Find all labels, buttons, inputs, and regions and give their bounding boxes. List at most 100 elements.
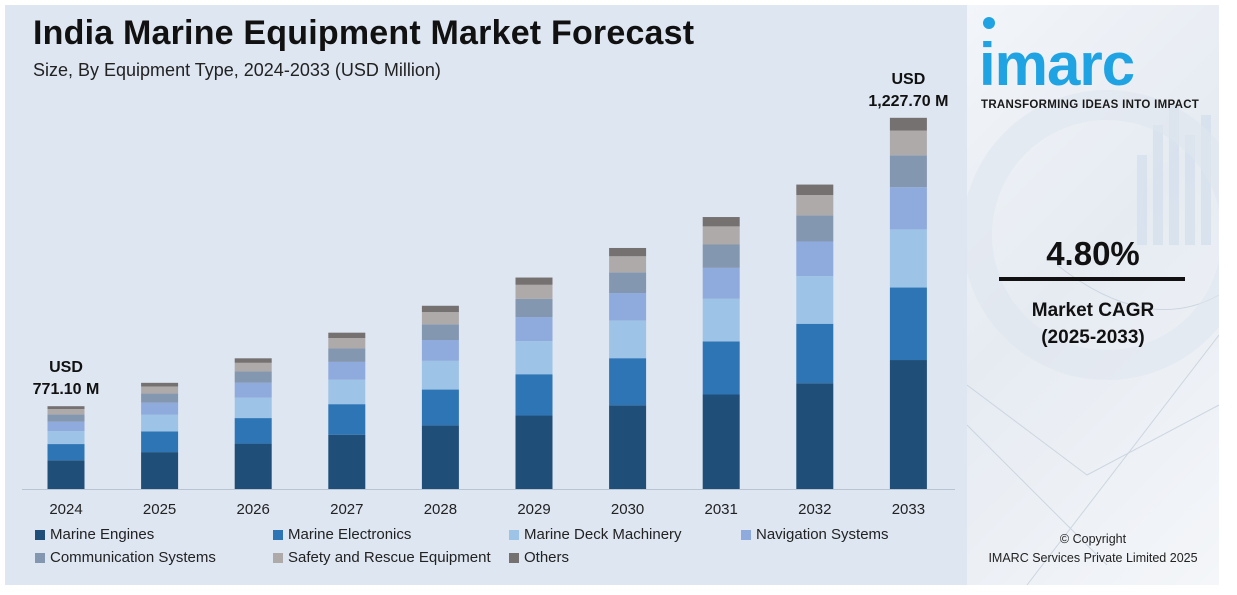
bar-segment-2025-others (141, 382, 179, 387)
bar-segment-2027-marine-electronics (328, 404, 366, 435)
bar-total-label-currency-2024: USD (49, 359, 83, 376)
legend-label: Others (524, 549, 570, 566)
bar-segment-2028-navigation-systems (421, 340, 459, 361)
bar-segment-2027-marine-engines (328, 434, 366, 489)
bar-segment-2028-communication-systems (421, 324, 459, 341)
bar-segment-2031-marine-deck-machinery (702, 298, 740, 342)
bar-segment-2030-safety-and-rescue-equipment (609, 256, 647, 273)
bar-segment-2032-marine-engines (796, 383, 834, 489)
bar-segment-2033-marine-electronics (889, 287, 927, 361)
copyright: © Copyright IMARC Services Private Limit… (967, 530, 1219, 568)
legend-swatch (35, 529, 45, 540)
bar-segment-2028-marine-electronics (421, 389, 459, 426)
legend-item-marine-deck-machinery: Marine Deck Machinery (509, 526, 682, 543)
bar-segment-2032-safety-and-rescue-equipment (796, 195, 834, 216)
legend-item-safety-and-rescue-equipment: Safety and Rescue Equipment (273, 549, 491, 566)
bar-segment-2027-others (328, 332, 366, 339)
bar-segment-2025-safety-and-rescue-equipment (141, 386, 179, 394)
bar-segment-2029-communication-systems (515, 298, 553, 318)
brand-panel: imarc TRANSFORMING IDEAS INTO IMPACT 4.8… (967, 5, 1219, 585)
legend-label: Marine Deck Machinery (524, 526, 682, 543)
bar-segment-2024-marine-electronics (47, 444, 85, 461)
legend-swatch (509, 552, 519, 563)
bar-segment-2029-navigation-systems (515, 317, 553, 342)
legend-swatch (35, 552, 45, 563)
legend-item-others: Others (509, 549, 569, 566)
bar-segment-2030-communication-systems (609, 272, 647, 294)
x-tick-label-2026: 2026 (237, 501, 270, 518)
bar-segment-2028-safety-and-rescue-equipment (421, 312, 459, 325)
bar-segment-2031-communication-systems (702, 244, 740, 268)
bar-segment-2025-marine-deck-machinery (141, 414, 179, 432)
cagr-divider (999, 277, 1185, 281)
cagr-label: Market CAGR (2025-2033) (967, 297, 1219, 351)
bar-segment-2026-safety-and-rescue-equipment (234, 362, 272, 372)
bar-segment-2026-navigation-systems (234, 382, 272, 398)
bar-segment-2028-marine-deck-machinery (421, 360, 459, 390)
bar-segment-2024-safety-and-rescue-equipment (47, 409, 85, 415)
bar-segment-2026-marine-electronics (234, 418, 272, 444)
bar-segment-2029-marine-deck-machinery (515, 341, 553, 375)
bar-segment-2024-marine-engines (47, 460, 85, 489)
bar-total-label-value-2024: 771.10 M (33, 381, 100, 398)
brand-tagline: TRANSFORMING IDEAS INTO IMPACT (981, 99, 1200, 111)
legend-swatch (741, 529, 751, 540)
legend-swatch (509, 529, 519, 540)
bar-segment-2030-marine-engines (609, 405, 647, 489)
stacked-bar-chart: 2024 2025 2026 2027 2028 2029 2030 2031 2032 2033… (22, 71, 955, 518)
legend-label: Safety and Rescue Equipment (288, 549, 491, 566)
cagr-label-line2: (2025-2033) (1041, 327, 1145, 348)
bar-segment-2033-safety-and-rescue-equipment (889, 130, 927, 156)
x-tick-label-2027: 2027 (330, 501, 363, 518)
bar-segment-2031-safety-and-rescue-equipment (702, 226, 740, 245)
bar-segment-2031-marine-electronics (702, 341, 740, 395)
x-tick-label-2030: 2030 (611, 501, 644, 518)
bar-segment-2033-marine-deck-machinery (889, 229, 927, 288)
x-tick-label-2031: 2031 (705, 501, 738, 518)
bar-segment-2024-communication-systems (47, 414, 85, 422)
bar-segment-2027-safety-and-rescue-equipment (328, 338, 366, 349)
bar-segment-2031-others (702, 217, 740, 227)
bar-total-label-value-2033: 1,227.70 M (868, 93, 948, 110)
legend-item-navigation-systems: Navigation Systems (741, 526, 889, 543)
bar-segment-2025-communication-systems (141, 393, 179, 403)
x-tick-label-2029: 2029 (517, 501, 550, 518)
bar-segment-2025-marine-electronics (141, 431, 179, 453)
bar-segment-2026-others (234, 358, 272, 363)
bar-segment-2029-marine-electronics (515, 374, 553, 416)
bar-segment-2031-marine-engines (702, 394, 740, 489)
bar-segment-2033-communication-systems (889, 155, 927, 188)
bar-segment-2026-marine-deck-machinery (234, 397, 272, 419)
bar-segment-2030-marine-electronics (609, 358, 647, 406)
bar-segment-2032-marine-electronics (796, 323, 834, 384)
bar-total-label-currency-2033: USD (892, 71, 926, 88)
bar-segment-2024-navigation-systems (47, 421, 85, 432)
bar-segment-2033-marine-engines (889, 360, 927, 489)
bar-segment-2025-marine-engines (141, 452, 179, 489)
logo-dot-icon (983, 17, 995, 29)
chart-subtitle: Size, By Equipment Type, 2024-2033 (USD … (33, 60, 441, 80)
bar-segment-2028-others (421, 305, 459, 313)
bar-segment-2032-navigation-systems (796, 241, 834, 277)
bar-segment-2027-communication-systems (328, 348, 366, 362)
chart-title: India Marine Equipment Market Forecast (33, 14, 695, 52)
x-tick-label-2028: 2028 (424, 501, 457, 518)
legend-swatch (273, 552, 283, 563)
background-chart-decoration (967, 90, 1219, 585)
legend-item-marine-engines: Marine Engines (35, 526, 154, 543)
copyright-line1: © Copyright (1059, 532, 1127, 546)
legend-label: Navigation Systems (756, 526, 889, 543)
bar-segment-2024-marine-deck-machinery (47, 431, 85, 445)
bar-segment-2032-communication-systems (796, 215, 834, 242)
copyright-line2: IMARC Services Private Limited 2025 (988, 551, 1198, 565)
imarc-logo: imarc (979, 31, 1135, 98)
bar-segment-2026-marine-engines (234, 443, 272, 489)
cagr-label-line1: Market CAGR (1031, 300, 1155, 321)
bar-segment-2025-navigation-systems (141, 402, 179, 415)
bar-segment-2029-marine-engines (515, 415, 553, 489)
legend-label: Marine Electronics (288, 526, 412, 543)
bar-segment-2030-navigation-systems (609, 293, 647, 321)
legend-item-marine-electronics: Marine Electronics (273, 526, 411, 543)
bar-segment-2024-others (47, 406, 85, 410)
legend-label: Communication Systems (50, 549, 216, 566)
